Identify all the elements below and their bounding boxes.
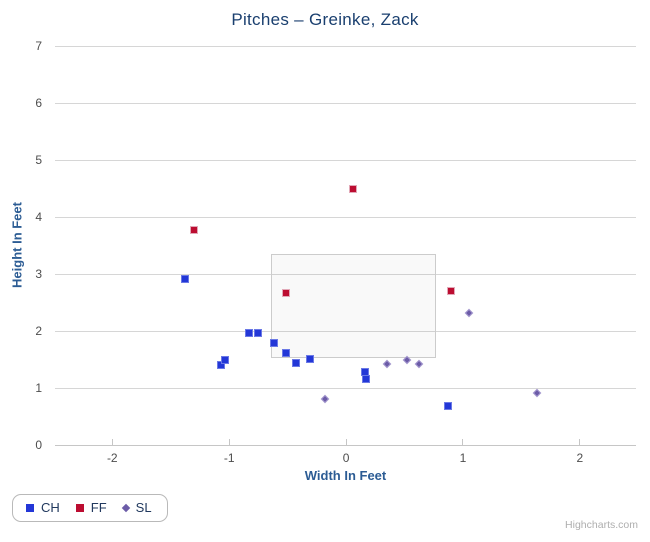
x-tick [111,439,113,445]
ff-marker-icon [75,503,84,512]
data-point-CH[interactable] [291,358,300,367]
data-point-CH[interactable] [220,355,229,364]
y-tick-label: 2 [35,324,42,338]
y-gridline [55,159,636,161]
plot-area: 0 1 2 3 4 5 6 7 -2 -1 0 1 2 [35,39,636,465]
chart-title: Pitches – Greinke, Zack [231,10,419,29]
strike-zone [271,254,436,358]
legend-item-FF[interactable]: FF [75,500,107,515]
y-tick-label: 6 [35,96,42,110]
data-point-FF[interactable] [447,287,456,296]
data-point-CH[interactable] [443,402,452,411]
y-tick-label: 0 [35,438,42,452]
data-point-CH[interactable] [269,338,278,347]
legend-label: SL [135,500,152,515]
data-point-SL[interactable] [382,359,392,369]
x-tick [228,439,230,445]
sl-marker-icon [121,503,130,512]
y-gridline [55,216,636,218]
y-tick-label: 3 [35,267,42,281]
data-point-FF[interactable] [349,184,358,193]
legend-label: CH [41,500,60,515]
x-tick-label: 0 [342,451,350,465]
y-axis-title: Height In Feet [9,202,25,288]
y-gridline [55,330,636,332]
y-gridline [55,444,636,446]
data-point-CH[interactable] [282,348,291,357]
x-tick [579,439,581,445]
data-point-FF[interactable] [282,288,291,297]
data-point-SL[interactable] [320,394,330,404]
y-gridline [55,273,636,275]
x-tick [345,439,347,445]
legend-label: FF [90,500,107,515]
y-tick-label: 5 [35,153,42,167]
data-point-CH[interactable] [245,328,254,337]
data-point-CH[interactable] [361,375,370,384]
x-tick-label: -1 [223,451,235,465]
x-tick-label: 1 [459,451,467,465]
y-tick-label: 1 [35,381,42,395]
data-point-SL[interactable] [532,388,541,397]
x-axis-title: Width In Feet [304,468,387,483]
data-point-CH[interactable] [305,354,314,363]
y-gridline [55,387,636,389]
legend: CH FF SL [12,494,168,522]
legend-item-SL[interactable]: SL [121,500,152,515]
x-tick-label: -2 [106,451,118,465]
ch-marker-icon [26,503,34,512]
data-point-SL[interactable] [464,308,474,317]
x-tick [462,439,464,445]
data-point-CH[interactable] [254,328,263,337]
y-tick-label: 7 [35,39,42,53]
data-point-CH[interactable] [180,275,189,284]
y-tick-label: 4 [35,210,42,224]
y-gridline [55,45,636,47]
x-tick-label: 2 [576,451,584,465]
data-point-SL[interactable] [414,359,423,369]
data-point-FF[interactable] [190,225,199,234]
y-gridline [55,102,636,104]
credits-link[interactable]: Highcharts.com [565,519,638,531]
legend-item-CH[interactable]: CH [26,500,60,515]
